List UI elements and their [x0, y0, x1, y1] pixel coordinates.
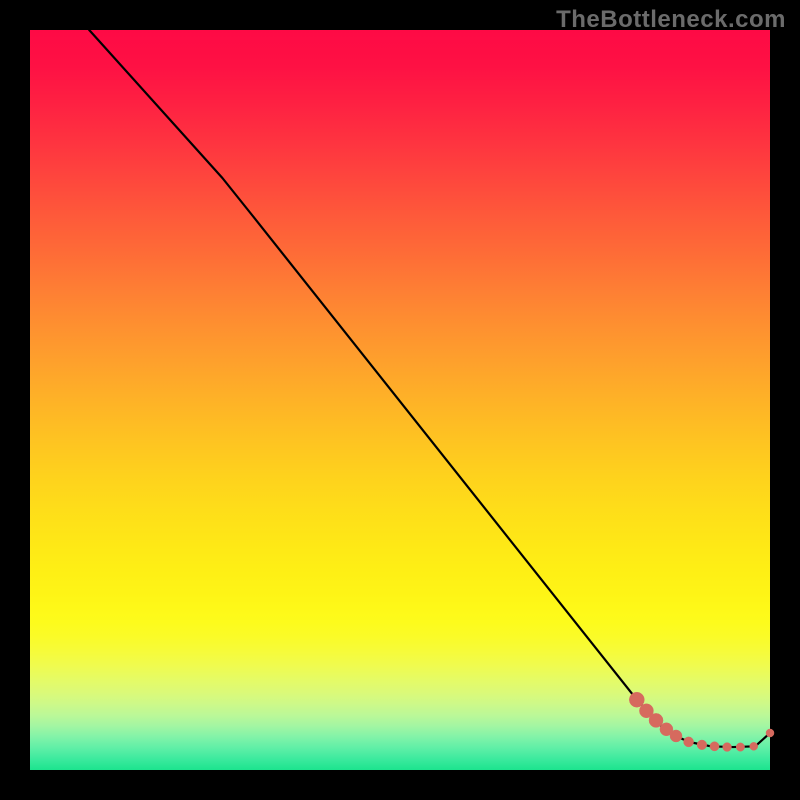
- data-marker: [750, 742, 758, 750]
- data-marker: [684, 737, 694, 747]
- data-marker: [723, 743, 732, 752]
- chart-svg: [0, 0, 800, 800]
- data-marker: [670, 730, 682, 742]
- figure-root: TheBottleneck.com: [0, 0, 800, 800]
- data-marker: [629, 692, 644, 707]
- data-marker: [736, 743, 744, 751]
- data-marker: [766, 729, 774, 737]
- data-marker: [697, 740, 707, 750]
- data-marker: [649, 713, 663, 727]
- data-marker: [710, 742, 719, 751]
